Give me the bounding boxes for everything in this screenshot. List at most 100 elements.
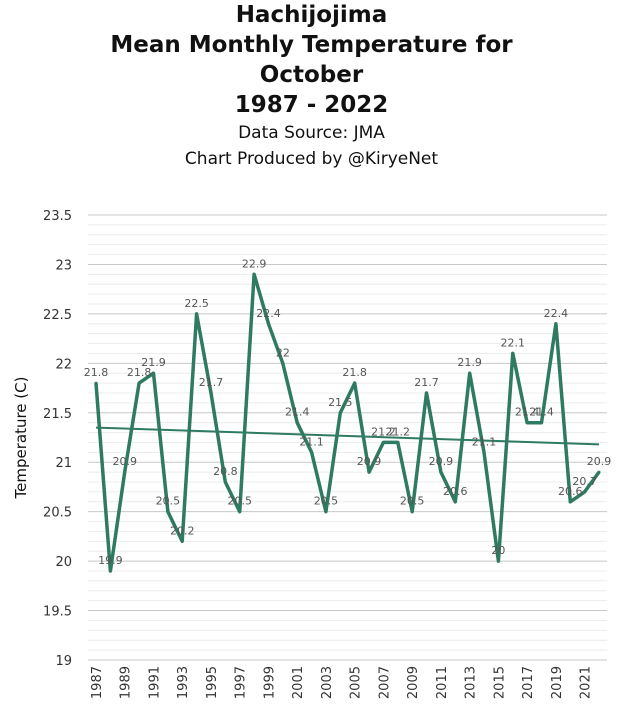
- data-label: 21.8: [127, 366, 152, 379]
- data-label: 20.6: [443, 485, 468, 498]
- data-point: [468, 371, 472, 375]
- data-point: [525, 421, 529, 425]
- data-label: 19.9: [98, 554, 123, 567]
- data-label: 21.8: [84, 366, 109, 379]
- credit-line: Chart Produced by @KiryeNet: [184, 149, 439, 169]
- data-point: [151, 371, 155, 375]
- data-point: [496, 559, 500, 563]
- data-point: [396, 440, 400, 444]
- x-tick-label: 2019: [550, 666, 565, 699]
- data-label: 20.9: [112, 455, 137, 468]
- data-point: [209, 391, 213, 395]
- y-tick-label: 21: [55, 456, 72, 471]
- data-point: [166, 510, 170, 514]
- data-point: [310, 450, 314, 454]
- data-label: 21.7: [199, 376, 224, 389]
- x-tick-label: 2011: [435, 666, 450, 699]
- trendline: [95, 426, 600, 446]
- data-label: 21.4: [529, 406, 554, 419]
- x-tick-label: 2017: [521, 666, 536, 699]
- data-label: 21.9: [141, 356, 166, 369]
- data-label: 21.9: [457, 356, 482, 369]
- data-point: [266, 322, 270, 326]
- y-tick-label: 21.5: [43, 407, 72, 422]
- x-tick-label: 2003: [320, 666, 335, 699]
- x-tick-label: 2015: [492, 666, 507, 699]
- x-tick-label: 1991: [147, 666, 162, 699]
- x-tick-label: 1999: [262, 666, 277, 699]
- y-tick-label: 22: [55, 357, 72, 372]
- data-point: [123, 470, 127, 474]
- data-point: [281, 361, 285, 365]
- y-tick-label: 22.5: [43, 308, 72, 323]
- series-line: [94, 272, 601, 573]
- x-tick-label: 2007: [377, 666, 392, 699]
- data-label: 21.8: [342, 366, 367, 379]
- x-tick-label: 1987: [90, 666, 105, 699]
- data-source-line: Data Source: JMA: [238, 123, 385, 143]
- data-point: [252, 272, 256, 276]
- x-tick-label: 1993: [176, 666, 191, 699]
- y-tick-label: 19.5: [43, 605, 72, 620]
- chart-title-line-1: Hachijojima: [235, 2, 388, 28]
- data-label: 21.1: [299, 435, 324, 448]
- data-point: [94, 381, 98, 385]
- data-label: 20.9: [357, 455, 382, 468]
- data-label: 20.6: [558, 485, 583, 498]
- y-tick-label: 20: [55, 555, 72, 570]
- y-tick-label: 23: [55, 258, 72, 273]
- x-tick-label: 1989: [119, 666, 134, 699]
- data-label: 20.9: [429, 455, 454, 468]
- data-label: 22: [276, 346, 290, 359]
- data-point: [453, 500, 457, 504]
- data-label: 20.5: [227, 495, 252, 508]
- data-label: 20: [491, 544, 505, 557]
- data-label: 22.1: [501, 336, 526, 349]
- data-point: [108, 569, 112, 573]
- data-label: 20.5: [156, 495, 181, 508]
- data-point: [540, 421, 544, 425]
- chart-title-block: Hachijojima Mean Monthly Temperature for…: [0, 0, 623, 172]
- data-label: 20.5: [400, 495, 425, 508]
- data-label: 21.5: [328, 396, 353, 409]
- data-label: 21.4: [515, 406, 540, 419]
- x-tick-label: 2009: [406, 666, 421, 699]
- y-tick-label: 19: [55, 654, 72, 669]
- data-point: [554, 322, 558, 326]
- data-label: 22.5: [184, 297, 209, 310]
- data-label: 20.9: [587, 455, 612, 468]
- data-point: [295, 421, 299, 425]
- chart-title-line-2: Mean Monthly Temperature for: [110, 32, 513, 58]
- data-point: [353, 381, 357, 385]
- data-label: 21.1: [472, 435, 497, 448]
- data-point: [195, 312, 199, 316]
- data-point: [324, 510, 328, 514]
- data-point: [367, 470, 371, 474]
- data-label: 22.4: [256, 307, 281, 320]
- data-label: 20.7: [572, 475, 597, 488]
- data-label: 21.2: [371, 425, 396, 438]
- data-point: [597, 470, 601, 474]
- data-point: [137, 381, 141, 385]
- data-point: [482, 450, 486, 454]
- x-tick-label: 2013: [464, 666, 479, 699]
- x-tick-label: 2005: [349, 666, 364, 699]
- chart-title-line-4: 1987 - 2022: [234, 92, 389, 118]
- data-point: [439, 470, 443, 474]
- data-point: [338, 411, 342, 415]
- data-label: 21.2: [386, 425, 411, 438]
- data-point: [425, 391, 429, 395]
- x-tick-label: 2021: [579, 666, 594, 699]
- x-tick-label: 1995: [205, 666, 220, 699]
- data-label: 20.5: [314, 495, 339, 508]
- y-tick-label: 20.5: [43, 506, 72, 521]
- data-label: 22.4: [544, 307, 569, 320]
- data-label: 20.2: [170, 524, 195, 537]
- data-point: [381, 440, 385, 444]
- data-point: [583, 490, 587, 494]
- data-point: [410, 510, 414, 514]
- chart-title-line-3: October: [259, 62, 364, 88]
- data-point: [180, 539, 184, 543]
- data-point: [568, 500, 572, 504]
